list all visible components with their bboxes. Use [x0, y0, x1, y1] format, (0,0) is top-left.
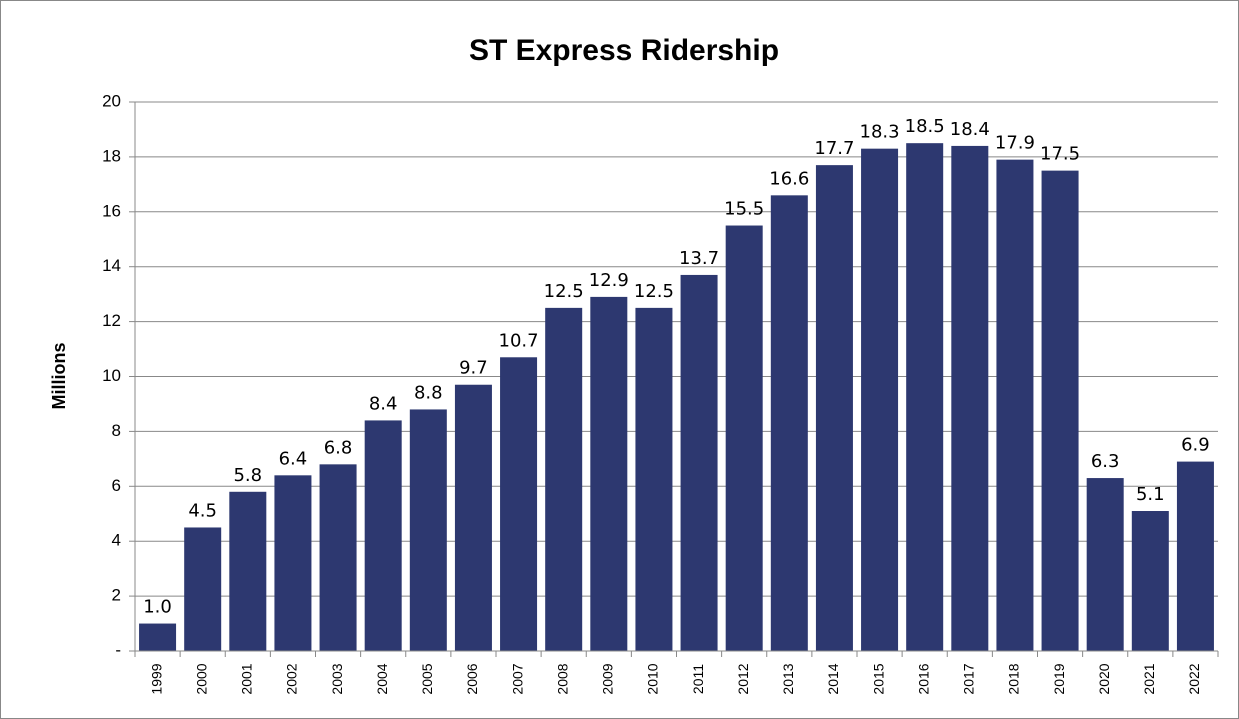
x-tick-label: 2020	[1096, 663, 1112, 694]
y-tick-label: 12	[102, 311, 121, 330]
value-label: 8.8	[414, 382, 443, 403]
y-tick-label: 6	[112, 476, 121, 495]
value-label: 9.7	[459, 358, 488, 379]
x-tick-label: 2008	[554, 663, 570, 694]
x-tick-label: 2003	[329, 663, 345, 694]
bar	[770, 195, 808, 651]
bar	[184, 527, 222, 651]
bar	[364, 420, 402, 651]
x-tick-label: 2009	[600, 663, 616, 694]
value-label: 12.9	[589, 270, 629, 291]
y-tick-label: 16	[102, 201, 121, 220]
x-tick-label: 2004	[374, 663, 390, 694]
bar	[680, 274, 718, 651]
y-tick-label: -	[115, 640, 121, 659]
value-label: 5.8	[233, 465, 262, 486]
value-label: 4.5	[188, 500, 217, 521]
x-tick-label: 2002	[284, 663, 300, 694]
x-tick-label: 2001	[239, 663, 255, 694]
bar	[1176, 461, 1214, 651]
y-tick-label: 10	[102, 366, 121, 385]
bar	[1086, 478, 1124, 651]
x-tick-label: 2011	[690, 664, 706, 694]
x-tick-label: 2021	[1141, 663, 1157, 694]
x-tick-label: 2012	[735, 663, 751, 694]
value-label: 16.6	[769, 168, 809, 189]
value-label: 18.5	[905, 116, 945, 137]
bar	[635, 307, 673, 651]
x-tick-label: 2017	[961, 663, 977, 694]
bar	[319, 464, 357, 651]
y-tick-label: 8	[112, 421, 121, 440]
value-label: 17.5	[1040, 144, 1080, 165]
value-label: 8.4	[369, 393, 398, 414]
x-tick-label: 2014	[825, 663, 841, 694]
chart-title: ST Express Ridership	[469, 34, 779, 67]
bar	[590, 296, 628, 651]
x-tick-label: 2007	[509, 663, 525, 694]
x-tick-label: 2006	[464, 663, 480, 694]
value-label: 12.5	[544, 281, 584, 302]
x-tick-label: 2022	[1186, 663, 1202, 694]
bar	[996, 159, 1034, 651]
bar	[545, 307, 583, 651]
x-tick-label: 2005	[419, 663, 435, 694]
value-label: 15.5	[724, 199, 764, 220]
bar	[454, 384, 492, 651]
bar	[409, 409, 447, 651]
value-label: 18.4	[950, 119, 990, 140]
bar	[139, 623, 177, 651]
value-label: 6.8	[324, 437, 353, 458]
y-tick-label: 14	[102, 256, 121, 275]
value-label: 12.5	[634, 281, 674, 302]
x-tick-label: 2019	[1051, 663, 1067, 694]
y-axis-label: Millions	[49, 343, 69, 410]
y-tick-label: 4	[112, 531, 121, 550]
x-tick-label: 2010	[645, 663, 661, 694]
bar	[951, 145, 989, 652]
bar	[815, 165, 853, 651]
value-label: 6.3	[1091, 451, 1120, 472]
bar	[229, 491, 267, 651]
y-tick-label: 20	[102, 91, 121, 110]
x-tick-label: 2015	[870, 663, 886, 694]
value-label: 6.4	[279, 448, 308, 469]
bar	[500, 357, 538, 651]
value-label: 1.0	[143, 597, 172, 618]
x-tick-label: 2013	[780, 663, 796, 694]
value-label: 6.9	[1181, 435, 1210, 456]
bar	[1041, 170, 1079, 651]
value-label: 17.7	[814, 138, 854, 159]
x-tick-label: 2000	[193, 663, 209, 694]
bar	[274, 475, 312, 651]
y-tick-label: 18	[102, 146, 121, 165]
x-tick-label: 1999	[148, 663, 164, 694]
value-label: 17.9	[995, 133, 1035, 154]
x-tick-label: 2018	[1006, 663, 1022, 694]
value-label: 10.7	[499, 330, 539, 351]
bar	[906, 143, 944, 652]
value-label: 13.7	[679, 248, 719, 269]
value-label: 5.1	[1136, 484, 1165, 505]
y-tick-label: 2	[112, 586, 121, 605]
x-tick-label: 2016	[915, 663, 931, 694]
bar	[725, 225, 763, 651]
value-label: 18.3	[860, 122, 900, 143]
bar	[1131, 511, 1169, 651]
bar	[861, 148, 899, 652]
